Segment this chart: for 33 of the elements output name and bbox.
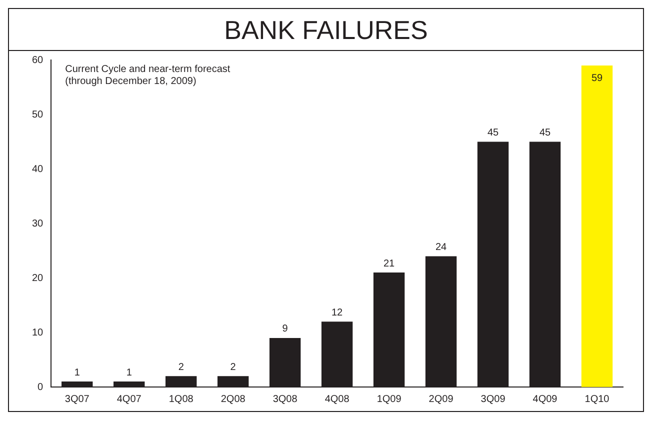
x-tick-label: 3Q09	[480, 394, 506, 405]
x-tick-label: 1Q09	[376, 394, 402, 405]
data-label: 59	[591, 73, 604, 84]
x-tick-label: 2Q08	[220, 394, 246, 405]
y-tick-label: 40	[32, 164, 44, 175]
x-tick-label: 3Q07	[64, 394, 90, 405]
data-label: 9	[282, 324, 288, 335]
data-label: 1	[126, 367, 132, 378]
annotation: Current Cycle and near-term forecast	[65, 64, 230, 75]
data-label: 45	[487, 128, 500, 138]
x-tick-label: 4Q08	[324, 394, 350, 405]
x-tick-label: 3Q08	[272, 394, 298, 405]
data-label: 2	[178, 362, 184, 373]
data-label: 24	[435, 242, 448, 253]
data-label: 12	[332, 307, 344, 318]
y-tick-label: 0	[38, 382, 44, 393]
data-label: 1	[74, 367, 80, 378]
chart-title: BANK FAILURES	[9, 9, 643, 51]
x-tick-label: 4Q09	[532, 394, 558, 405]
annotation: (through December 18, 2009)	[65, 76, 196, 87]
data-label: 45	[539, 128, 552, 138]
x-tick-label: 2Q09	[428, 394, 454, 405]
y-tick-label: 50	[32, 109, 44, 120]
y-tick-label: 10	[32, 327, 44, 338]
bar	[581, 65, 613, 387]
y-tick-label: 20	[32, 272, 44, 284]
x-tick-label: 1Q10	[584, 394, 610, 405]
data-label: 2	[230, 362, 236, 373]
y-tick-label: 60	[32, 54, 44, 66]
y-tick-label: 30	[32, 218, 44, 230]
x-tick-label: 1Q08	[168, 394, 194, 405]
data-label: 21	[383, 258, 396, 270]
x-tick-label: 4Q07	[116, 394, 142, 405]
